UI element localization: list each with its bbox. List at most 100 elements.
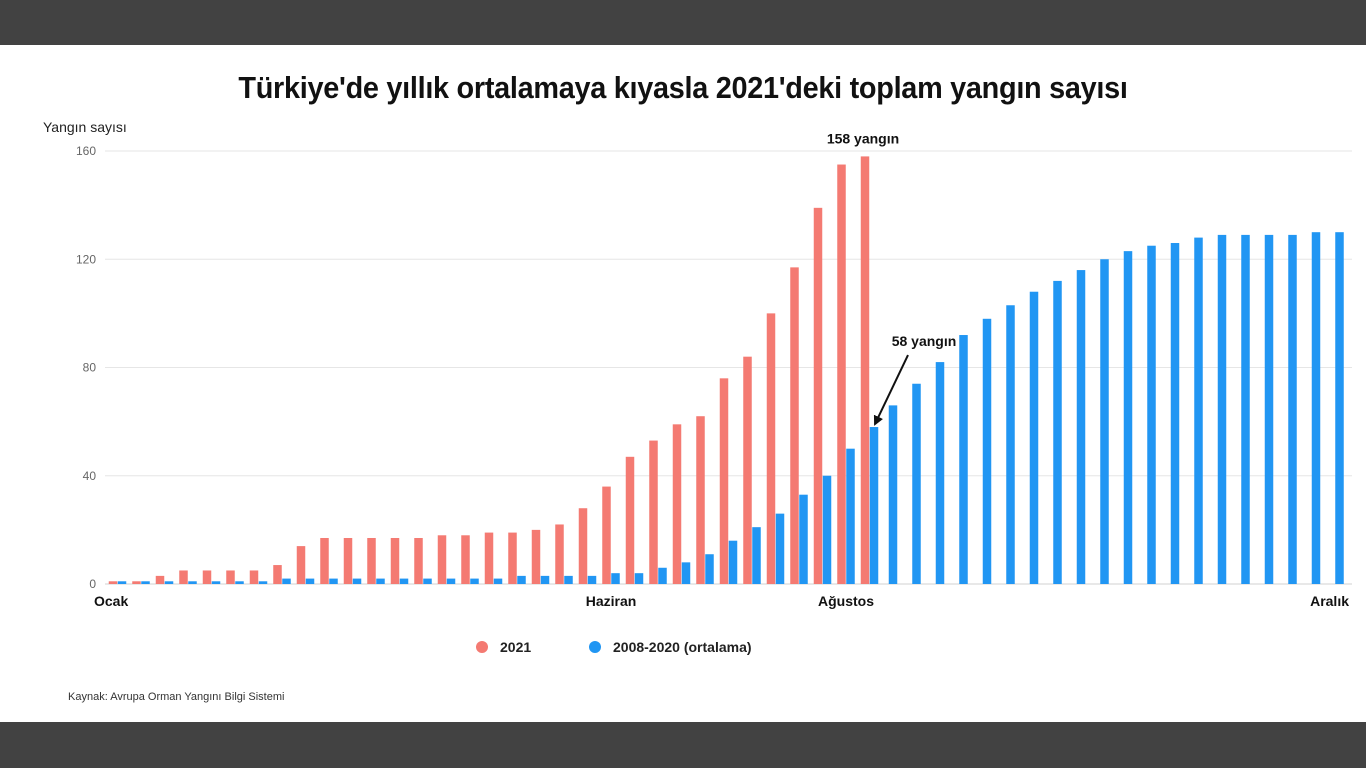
bar-average [235,581,244,584]
bar-average [470,578,479,584]
bar-2021 [273,565,282,584]
bar-average [164,581,174,584]
bar-average [1147,245,1156,584]
bar-2021 [508,532,517,584]
bar-2021 [414,537,423,584]
bar-average [611,573,620,584]
bar-average [1194,237,1203,584]
top-band [0,0,1366,45]
bar-average [141,581,150,584]
bar-average [1241,234,1250,585]
bar-2021 [531,529,541,584]
bar-average [1029,291,1039,584]
legend-dot-average [589,641,601,653]
bar-average [305,578,315,584]
bar-average [658,567,667,584]
annotation-arrow [873,354,909,426]
bar-average [423,578,432,584]
bottom-band [0,722,1366,768]
bar-average [540,575,550,584]
bar-2021 [696,416,705,584]
y-tick-label: 40 [83,469,97,483]
bar-average [446,578,456,584]
bar-2021 [602,486,611,584]
bar-2021 [719,378,729,584]
source-note: Kaynak: Avrupa Orman Yangını Bilgi Siste… [68,691,285,703]
bar-average [982,318,992,584]
x-tick-label: Ocak [94,593,128,609]
bar-2021 [813,207,823,585]
bar-average [846,448,855,584]
bar-2021 [672,424,682,584]
bar-average [1100,259,1109,584]
bar-2021 [766,313,776,584]
bar-average [1311,232,1321,584]
bar-2021 [296,546,306,584]
bar-2021 [790,267,799,584]
bar-average [352,578,362,584]
bar-average [799,494,808,584]
bar-2021 [132,581,141,584]
bar-average [258,581,268,584]
bar-average [775,513,785,584]
bar-average [959,335,968,584]
legend-item-average[interactable]: 2008-2020 (ortalama) [589,637,752,657]
bar-2021 [108,581,118,584]
bar-2021 [226,570,235,584]
annotation-average: 58 yangın [892,333,957,349]
bar-average [935,362,945,584]
bar-average [705,554,714,584]
bar-average [188,581,197,584]
x-tick-label: Haziran [586,593,637,609]
bar-average [282,578,291,584]
bar-average [912,383,921,584]
bar-2021 [249,570,259,584]
bar-average [1076,270,1086,584]
bar-average [493,578,503,584]
bar-2021 [555,524,564,584]
bar-2021 [179,570,188,584]
bar-2021 [367,537,376,584]
y-tick-label: 0 [89,577,96,591]
bar-2021 [461,535,470,584]
bar-2021 [625,456,635,584]
bar-2021 [837,164,846,584]
bar-average [564,575,573,584]
legend-label-2021: 2021 [500,639,532,655]
bar-average [211,581,221,584]
bar-2021 [155,575,165,584]
bar-average [376,578,385,584]
y-tick-label: 120 [76,252,96,266]
legend-item-2021[interactable]: 2021 [476,637,531,657]
bar-average [822,475,832,584]
bar-average [1123,251,1133,584]
bar-2021 [202,570,212,584]
bar-average [517,575,526,584]
bar-average [728,540,738,584]
bar-2021 [320,537,329,584]
bar-average [634,573,644,584]
bar-2021 [390,537,400,584]
bar-2021 [343,537,353,584]
x-tick-label: Aralık [1310,593,1349,609]
x-tick-label: Ağustos [818,593,874,609]
bar-average [1335,232,1344,584]
bar-average [329,578,338,584]
bar-2021 [743,356,752,584]
y-axis-label: Yangın sayısı [43,119,127,135]
bar-average [888,405,898,584]
bar-2021 [578,508,588,584]
bar-2021 [649,440,658,584]
bar-average [117,581,127,584]
legend-dot-2021 [476,641,488,653]
bar-average [681,562,691,584]
bar-average [752,527,761,584]
bar-average [1006,305,1015,584]
bar-2021 [484,532,494,584]
bar-average [1170,243,1180,584]
bar-average [1288,234,1297,585]
bar-average [1264,234,1274,585]
y-tick-label: 80 [83,361,97,375]
chart-title: Türkiye'de yıllık ortalamaya kıyasla 202… [238,70,1128,105]
y-tick-label: 160 [76,144,96,158]
